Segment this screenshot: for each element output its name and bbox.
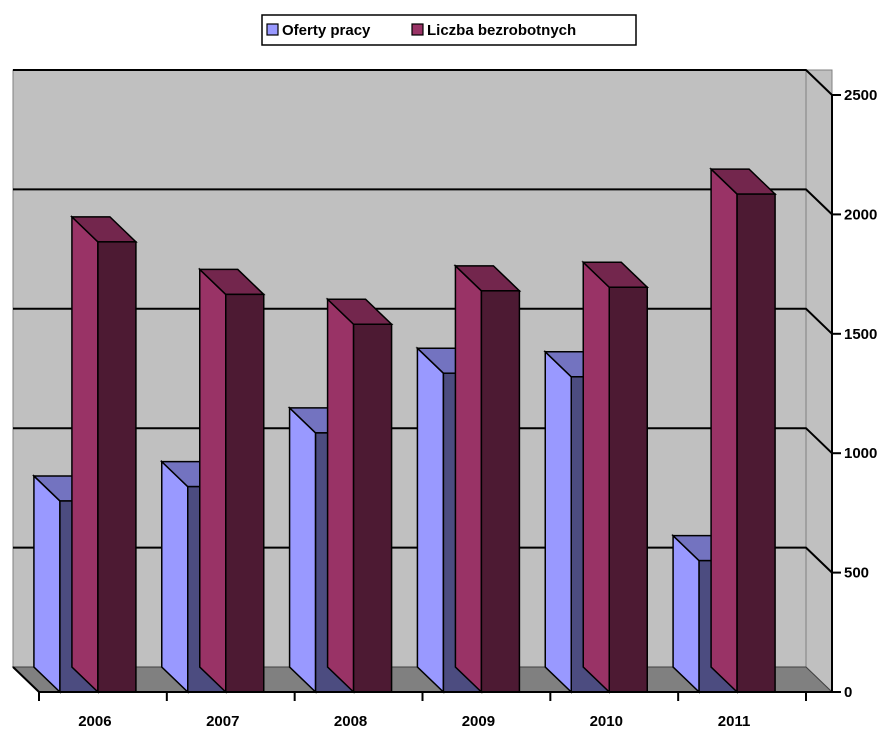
bar-side bbox=[161, 459, 189, 694]
bar-front bbox=[225, 293, 265, 693]
y-tick-label: 1000 bbox=[844, 445, 877, 462]
y-tick-label: 2500 bbox=[844, 87, 877, 104]
side-wall bbox=[805, 68, 833, 694]
bar-front bbox=[480, 290, 521, 693]
legend-swatch bbox=[411, 23, 424, 36]
bar-side bbox=[544, 350, 572, 694]
bar-side bbox=[710, 167, 738, 694]
bar-side bbox=[199, 267, 227, 694]
bar-front bbox=[608, 286, 648, 693]
bar-front bbox=[736, 193, 776, 693]
x-tick-label: 2007 bbox=[206, 713, 239, 730]
bar-front bbox=[352, 323, 393, 693]
y-tick-label: 500 bbox=[844, 565, 869, 582]
x-tick-label: 2009 bbox=[462, 713, 495, 730]
axes: 0 500 1000 1500 2000 2500 2006 2007 2008 2009 2010… bbox=[12, 87, 877, 730]
x-tick-label: 2010 bbox=[590, 713, 623, 730]
bar-front bbox=[97, 241, 137, 693]
legend-label: Liczba bezrobotnych bbox=[427, 22, 576, 39]
bar-side bbox=[33, 474, 61, 694]
bar-liczba-bezrobotnych-2009 bbox=[453, 264, 522, 694]
bar-liczba-bezrobotnych-2007 bbox=[197, 267, 266, 694]
bar-liczba-bezrobotnych-2010 bbox=[581, 260, 650, 694]
gridline-2500 bbox=[13, 69, 833, 96]
gridlines bbox=[13, 69, 833, 574]
x-tick-label: 2008 bbox=[334, 713, 367, 730]
gridline-500 bbox=[13, 546, 833, 574]
x-tick-label: 2006 bbox=[78, 713, 111, 730]
legend-swatch bbox=[266, 23, 279, 36]
y-tick-label: 1500 bbox=[844, 326, 877, 343]
bar-side bbox=[672, 533, 700, 694]
gridline-1000 bbox=[13, 427, 833, 454]
bar-side bbox=[288, 406, 317, 694]
gridline-2000 bbox=[13, 188, 833, 216]
bar-side bbox=[71, 215, 99, 694]
y-tick-label: 2000 bbox=[844, 206, 877, 223]
bar-side bbox=[326, 297, 355, 694]
legend: Oferty pracy Liczba bezrobotnych bbox=[261, 14, 637, 46]
y-tick-label: 0 bbox=[844, 684, 852, 701]
bar-liczba-bezrobotnych-2011 bbox=[709, 167, 777, 694]
bar-side bbox=[582, 260, 610, 694]
legend-frame bbox=[261, 14, 637, 46]
legend-label: Oferty pracy bbox=[282, 22, 371, 39]
bars bbox=[32, 167, 777, 694]
bar-side bbox=[454, 264, 483, 694]
legend-box: Oferty pracy Liczba bezrobotnych bbox=[261, 14, 637, 46]
x-tick-label: 2011 bbox=[718, 713, 751, 730]
bar-side bbox=[416, 346, 445, 694]
gridline-1500 bbox=[13, 307, 833, 335]
bar-liczba-bezrobotnych-2006 bbox=[70, 215, 138, 694]
bar-liczba-bezrobotnych-2008 bbox=[325, 297, 394, 694]
